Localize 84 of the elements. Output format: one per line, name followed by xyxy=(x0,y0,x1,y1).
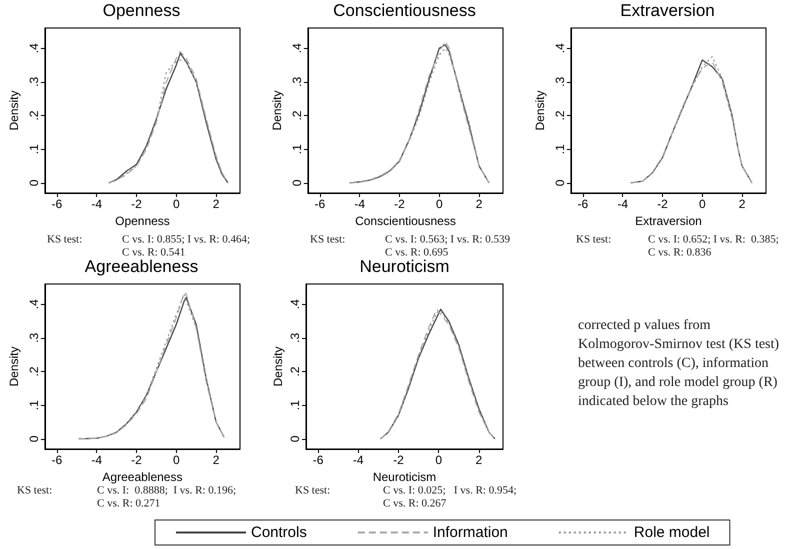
text: C vs. R: 0.271 xyxy=(97,498,160,510)
y-tick-label: .2 xyxy=(26,366,41,377)
text: KS test: xyxy=(576,234,612,246)
text: KS test: xyxy=(295,484,330,496)
y-tick-label: 0 xyxy=(26,435,41,442)
x-tick-label: 0 xyxy=(436,197,443,211)
y-axis-title: Density xyxy=(533,90,547,131)
text: C vs. I: 0.652; I vs. R: 0.385; xyxy=(648,234,779,246)
text: C vs. R: 0.695 xyxy=(385,246,449,258)
y-axis-title: Density xyxy=(7,90,21,131)
text: C vs. R: 0.267 xyxy=(383,498,447,510)
x-tick-label: -4 xyxy=(91,197,102,211)
x-tick-label: -6 xyxy=(578,197,589,211)
y-tick-label: .1 xyxy=(26,400,41,410)
y-tick-label: .2 xyxy=(552,110,567,121)
x-tick-label: 2 xyxy=(738,197,746,211)
text: C vs. I: 0.025; I vs. R: 0.954; xyxy=(383,484,517,496)
y-tick-label: .1 xyxy=(26,144,41,154)
x-tick-label: 0 xyxy=(698,197,706,211)
chart-title: Neuroticism xyxy=(360,257,450,276)
x-tick-label: -2 xyxy=(394,197,406,211)
y-tick-label: .4 xyxy=(26,298,41,310)
x-tick-label: -4 xyxy=(91,453,102,467)
x-tick-label: -4 xyxy=(617,197,628,211)
x-tick-label: -6 xyxy=(52,453,63,467)
x-axis-title: Neuroticism xyxy=(372,470,436,484)
legend-label: Role model xyxy=(634,524,710,541)
x-tick-label: 0 xyxy=(172,453,180,467)
chart-title: Extraversion xyxy=(620,1,715,20)
x-tick-label: 2 xyxy=(212,197,220,211)
x-tick-label: -2 xyxy=(131,453,142,467)
x-tick-label: 0 xyxy=(172,197,180,211)
text: C vs. I: 0.8888; I vs. R: 0.196; xyxy=(97,484,236,496)
x-tick-label: 2 xyxy=(476,197,483,211)
y-axis-title: Density xyxy=(7,346,21,387)
y-tick-label: 0 xyxy=(552,179,567,186)
y-tick-label: .3 xyxy=(26,332,41,343)
y-tick-label: .2 xyxy=(288,366,302,377)
y-tick-label: .1 xyxy=(552,144,567,154)
text: KS test: xyxy=(47,234,82,246)
x-axis-title: Agreeableness xyxy=(102,470,182,484)
x-axis-title: Openness xyxy=(115,214,170,228)
text: KS test: xyxy=(17,484,52,496)
y-tick-label: 0 xyxy=(288,435,302,442)
y-tick-label: .3 xyxy=(288,332,302,343)
x-tick-label: -6 xyxy=(52,197,63,211)
text: KS test: xyxy=(310,234,346,246)
x-tick-label: -6 xyxy=(314,197,326,211)
text: C vs. R: 0.541 xyxy=(122,246,186,258)
x-tick-label: 2 xyxy=(476,453,483,467)
x-tick-label: -2 xyxy=(393,453,404,467)
chart-title: Openness xyxy=(102,1,180,20)
text: C vs. I: 0.563; I vs. R: 0.539 xyxy=(385,234,510,246)
x-tick-label: -6 xyxy=(312,453,324,467)
y-tick-label: .3 xyxy=(552,76,567,87)
x-tick-label: -2 xyxy=(131,197,142,211)
x-tick-label: -4 xyxy=(354,197,366,211)
y-tick-label: .4 xyxy=(288,298,302,310)
y-tick-label: .3 xyxy=(26,76,41,87)
text: C vs. R: 0.836 xyxy=(648,246,712,258)
y-tick-label: 0 xyxy=(26,179,41,186)
x-axis-title: Extraversion xyxy=(635,214,702,228)
legend-label: Controls xyxy=(251,524,307,541)
y-tick-label: .2 xyxy=(26,110,41,121)
y-axis-title: Density xyxy=(271,346,285,387)
x-axis-title: Conscientiousness xyxy=(355,214,456,228)
text: corrected p values from Kolmogorov-Smirnov test (KS test) between controls (C), information group (I), and role model group (R) indicated below the graphs xyxy=(578,317,780,411)
text: C vs. I: 0.855; I vs. R: 0.464; xyxy=(122,234,250,246)
y-tick-label: .1 xyxy=(288,400,302,410)
y-tick-label: .2 xyxy=(290,110,304,121)
x-tick-label: 2 xyxy=(212,453,220,467)
y-tick-label: .4 xyxy=(290,42,304,54)
y-axis-title: Density xyxy=(270,90,284,131)
y-tick-label: .4 xyxy=(26,42,41,54)
legend-label: Information xyxy=(432,524,508,541)
x-tick-label: -4 xyxy=(352,453,364,467)
chart-title: Conscientiousness xyxy=(333,1,476,20)
y-tick-label: 0 xyxy=(290,179,304,186)
x-tick-label: 0 xyxy=(435,453,442,467)
x-tick-label: -2 xyxy=(657,197,668,211)
chart-title: Agreeableness xyxy=(84,257,198,276)
y-tick-label: .1 xyxy=(290,144,304,154)
y-tick-label: .3 xyxy=(290,76,304,87)
y-tick-label: .4 xyxy=(552,42,567,54)
